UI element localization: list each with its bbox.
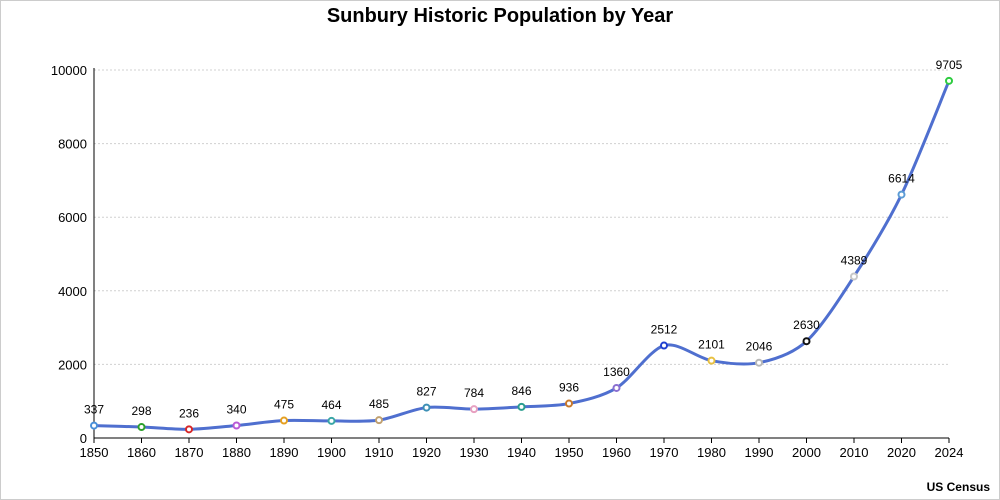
data-point xyxy=(897,190,906,199)
data-label: 298 xyxy=(131,404,151,418)
x-tick-label: 1960 xyxy=(602,445,631,460)
x-tick-label: 1940 xyxy=(507,445,536,460)
data-point xyxy=(280,416,288,425)
data-label: 9705 xyxy=(936,58,963,72)
data-label: 2630 xyxy=(793,318,820,332)
data-label: 464 xyxy=(321,398,341,412)
y-tick-label: 10000 xyxy=(51,63,87,78)
y-tick-label: 8000 xyxy=(58,137,87,152)
data-point xyxy=(422,403,431,412)
source-note: US Census xyxy=(926,480,990,494)
data-label: 475 xyxy=(274,398,294,412)
x-tick-label: 1920 xyxy=(412,445,441,460)
data-label: 485 xyxy=(369,397,389,411)
data-point xyxy=(232,421,241,430)
y-tick-label: 6000 xyxy=(58,210,87,225)
x-tick-label: 1990 xyxy=(745,445,774,460)
data-point xyxy=(327,416,336,425)
data-label: 2101 xyxy=(698,338,725,352)
data-point xyxy=(375,416,383,425)
x-tick-label: 1860 xyxy=(127,445,156,460)
chart-title: Sunbury Historic Population by Year xyxy=(326,5,674,27)
data-label: 1360 xyxy=(603,365,630,379)
data-label: 2512 xyxy=(651,323,678,337)
x-tick-label: 1890 xyxy=(270,445,299,460)
data-label: 2046 xyxy=(746,340,773,354)
data-label: 936 xyxy=(559,381,579,395)
y-tick-label: 0 xyxy=(80,431,87,446)
x-tick-label: 1910 xyxy=(365,445,394,460)
data-point xyxy=(612,383,621,392)
data-label: 236 xyxy=(179,406,199,420)
y-tick-label: 4000 xyxy=(58,284,87,299)
data-label: 784 xyxy=(464,386,484,400)
data-label: 340 xyxy=(226,402,246,416)
x-tick-label: 1950 xyxy=(555,445,584,460)
data-label: 827 xyxy=(416,385,436,399)
data-label: 4389 xyxy=(841,253,868,267)
x-tick-label: 1880 xyxy=(222,445,251,460)
data-point xyxy=(517,402,526,411)
data-label: 846 xyxy=(511,384,531,398)
data-point xyxy=(470,405,478,414)
x-tick-label: 1980 xyxy=(697,445,726,460)
data-point xyxy=(185,425,193,434)
data-point xyxy=(90,421,98,430)
data-point xyxy=(802,337,811,346)
x-tick-label: 2024 xyxy=(935,445,964,460)
y-tick-label: 2000 xyxy=(58,357,87,372)
x-tick-label: 1970 xyxy=(650,445,679,460)
x-tick-label: 1870 xyxy=(175,445,204,460)
data-point xyxy=(707,356,716,365)
data-point xyxy=(565,399,573,408)
x-tick-label: 2010 xyxy=(840,445,869,460)
x-tick-label: 2000 xyxy=(792,445,821,460)
data-label: 337 xyxy=(84,403,104,417)
x-tick-label: 2020 xyxy=(887,445,916,460)
series-line xyxy=(93,80,951,431)
data-point xyxy=(945,76,953,85)
data-point xyxy=(850,272,858,281)
x-tick-label: 1930 xyxy=(460,445,489,460)
data-point xyxy=(660,341,668,350)
data-label: 6614 xyxy=(888,172,915,186)
data-point xyxy=(137,423,146,432)
x-tick-label: 1850 xyxy=(80,445,109,460)
x-tick-label: 1900 xyxy=(317,445,346,460)
data-point xyxy=(755,358,763,367)
